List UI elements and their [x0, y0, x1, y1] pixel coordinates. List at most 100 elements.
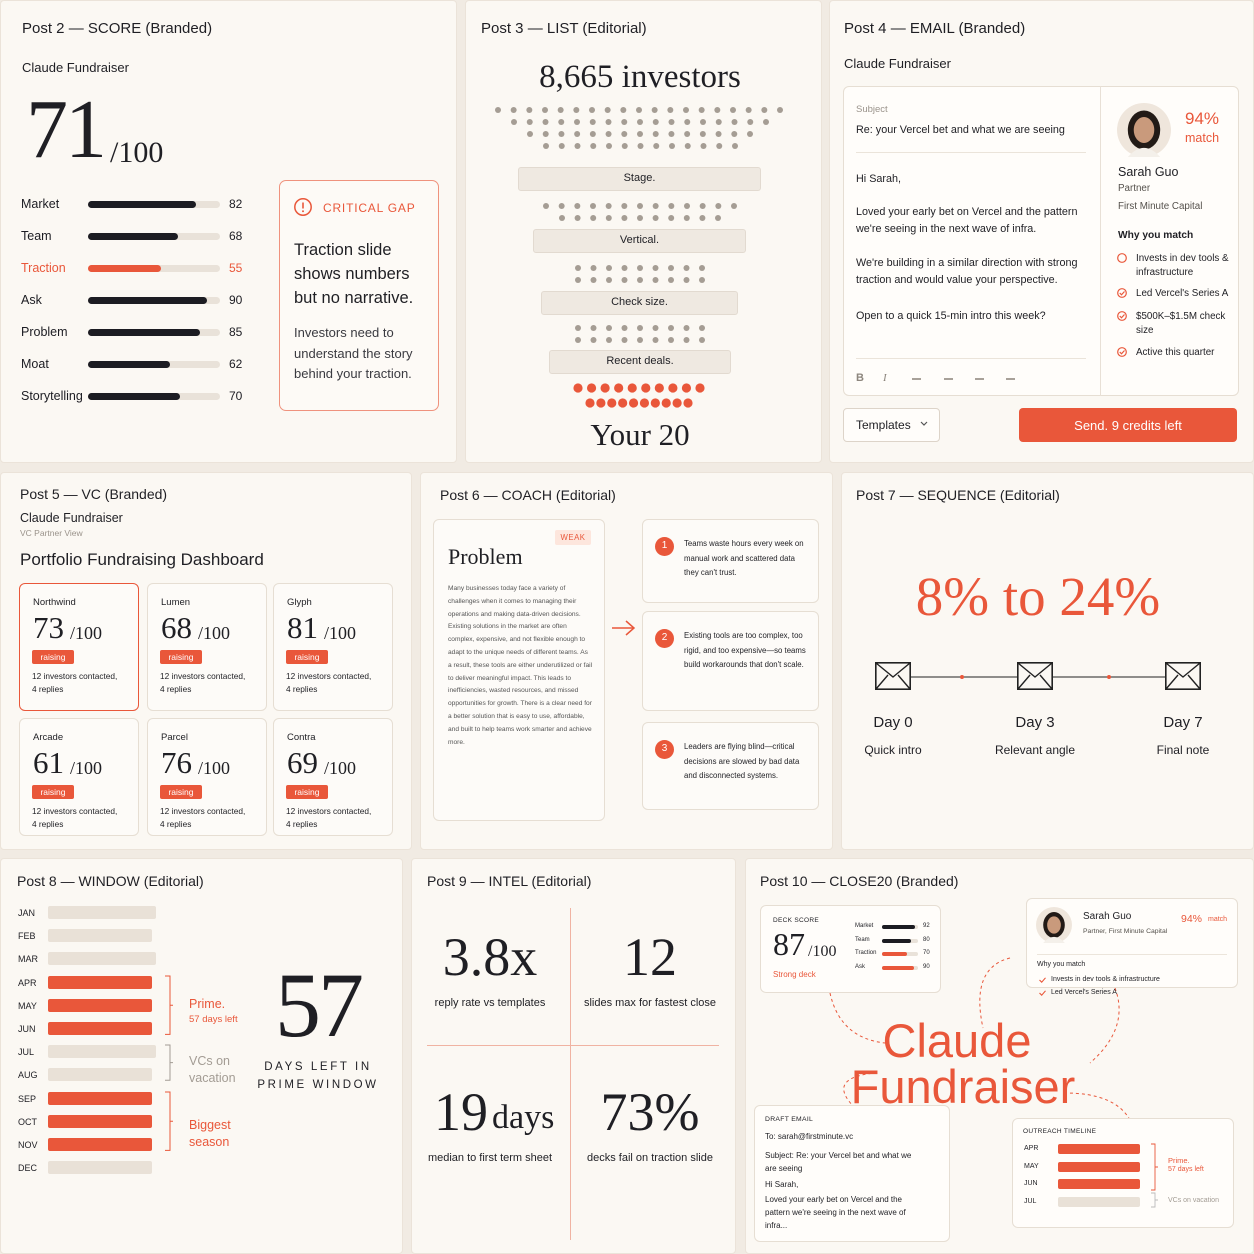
- timeline-label: OUTREACH TIMELINE: [1023, 1128, 1097, 1135]
- brand-line: Claude: [882, 1014, 1032, 1067]
- gap-tag: CRITICAL GAP: [323, 201, 416, 215]
- days-caption: DAYS LEFT IN PRIME WINDOW: [257, 1061, 379, 1091]
- dot: [621, 203, 628, 209]
- dot: [542, 107, 548, 113]
- stage-label: Check size.: [611, 296, 668, 308]
- check-ring: [1117, 311, 1127, 321]
- dot: [716, 143, 723, 149]
- dot: [621, 119, 628, 125]
- row-label: Ask: [855, 963, 866, 970]
- gap-headline: Traction slide shows numbers but no narr…: [294, 241, 414, 307]
- dot: [621, 215, 628, 221]
- dot: [654, 383, 664, 393]
- face: [1047, 916, 1061, 934]
- dot: [668, 337, 674, 343]
- avatar: [1036, 907, 1072, 943]
- check-icon: [1117, 311, 1127, 321]
- dot: [621, 265, 628, 271]
- dot: [668, 119, 675, 125]
- dot: [699, 265, 705, 271]
- month-label: FEB: [18, 931, 36, 942]
- dot: [627, 383, 637, 393]
- slide-paragraph: Many businesses today face a variety of …: [448, 585, 593, 746]
- company-name: Contra: [287, 732, 316, 743]
- chevron: [920, 421, 928, 426]
- contacted: 12 investors contacted,: [32, 671, 118, 681]
- dot: [637, 277, 643, 283]
- dot: [731, 131, 738, 137]
- bracket: [165, 1044, 173, 1081]
- row-value: 70: [229, 389, 243, 403]
- shoulders: [1127, 147, 1161, 157]
- person-role: Partner: [1118, 183, 1151, 194]
- dot: [641, 383, 651, 393]
- bar: [88, 297, 207, 304]
- contacted: 12 investors contacted,: [32, 806, 118, 816]
- check-tick: [1119, 314, 1125, 319]
- dot: [700, 119, 706, 125]
- dot: [621, 277, 628, 283]
- subject: Re: your Vercel bet and what we are seei…: [856, 124, 1065, 136]
- dot: [543, 203, 549, 209]
- dot: [558, 203, 565, 209]
- stage-label: Recent deals.: [606, 355, 674, 367]
- post-heading: Post 10 — CLOSE20 (Branded): [760, 873, 959, 889]
- score-out-of: /100: [198, 623, 231, 643]
- bar: [882, 925, 916, 929]
- dot: [574, 131, 581, 137]
- dot: [652, 277, 659, 283]
- stat-label: median to first term sheet: [427, 1152, 553, 1164]
- row-label: Market: [855, 923, 874, 929]
- dot: [636, 107, 642, 113]
- stat-value: 19: [434, 1082, 488, 1142]
- chevron-path: [920, 421, 928, 426]
- match-label: match: [1185, 131, 1220, 145]
- divider: [856, 152, 1086, 153]
- month-bar: [48, 1045, 156, 1059]
- dot-row: [495, 107, 783, 113]
- timeline-dot: [960, 675, 964, 679]
- dot: [637, 325, 643, 331]
- brand: Claude Fundraiser: [20, 511, 123, 525]
- status-pill: [286, 785, 328, 799]
- step-label: Final note: [1156, 743, 1210, 757]
- month-label: AUG: [18, 1070, 38, 1081]
- row-label: Problem: [21, 325, 68, 339]
- dot: [590, 277, 597, 283]
- post-heading: Post 2 — SCORE (Branded): [22, 20, 213, 37]
- person-firm: First Minute Capital: [1118, 201, 1203, 212]
- dot-row: [575, 265, 705, 271]
- slide-title: Problem: [448, 544, 523, 569]
- deck-score: 87: [773, 926, 805, 962]
- send-button[interactable]: [1019, 408, 1237, 442]
- dot: [684, 203, 690, 209]
- group-note: 57 days left: [189, 1014, 238, 1025]
- dot: [695, 383, 705, 393]
- person-name: Sarah Guo: [1083, 911, 1132, 922]
- email-paragraph: Hi Sarah,: [856, 173, 902, 185]
- dot: [672, 398, 682, 408]
- dot-row: [575, 277, 705, 283]
- dot: [586, 383, 597, 393]
- group-title: Biggest season: [189, 1118, 231, 1149]
- contacted: 12 investors contacted,: [160, 671, 246, 681]
- check-tick: [1039, 977, 1046, 984]
- dot: [628, 398, 639, 408]
- dot: [715, 131, 722, 137]
- status-label: raising: [168, 787, 194, 797]
- timeline-dot: [1107, 675, 1111, 679]
- dot: [652, 337, 659, 343]
- company-card: [147, 583, 267, 711]
- brand: Claude Fundraiser: [22, 60, 129, 75]
- replies: 4 replies: [32, 684, 64, 694]
- dot: [684, 143, 691, 149]
- dot: [668, 215, 675, 221]
- dot: [606, 337, 612, 343]
- dot: [607, 398, 617, 408]
- status-label: raising: [40, 787, 66, 797]
- step-day: Day 7: [1163, 714, 1203, 731]
- dot: [574, 215, 581, 221]
- issue-badge: [655, 629, 674, 648]
- month-bar: [48, 998, 152, 1012]
- reason: Invests in dev tools & infrastructure: [1051, 976, 1160, 983]
